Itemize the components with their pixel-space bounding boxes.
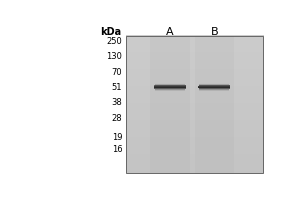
Bar: [199, 89, 230, 90]
Text: 28: 28: [112, 114, 122, 123]
Bar: [155, 90, 185, 91]
Bar: [199, 90, 229, 91]
Text: 130: 130: [106, 52, 122, 61]
Text: kDa: kDa: [100, 27, 121, 37]
Bar: [154, 85, 186, 86]
Bar: [155, 83, 185, 84]
Bar: [198, 86, 230, 87]
Bar: [199, 85, 230, 86]
Bar: [154, 86, 186, 87]
Bar: [198, 87, 230, 88]
Bar: [155, 90, 185, 91]
Bar: [155, 89, 185, 90]
Bar: [154, 87, 186, 88]
Bar: [200, 90, 229, 91]
Bar: [151, 36, 190, 173]
Bar: [199, 85, 230, 86]
Text: B: B: [210, 27, 218, 37]
Text: 16: 16: [112, 145, 122, 154]
Text: 70: 70: [112, 68, 122, 77]
Text: 19: 19: [112, 133, 122, 142]
Text: 250: 250: [106, 37, 122, 46]
Bar: [200, 83, 229, 84]
Bar: [154, 88, 186, 89]
Text: 51: 51: [112, 83, 122, 92]
Text: A: A: [166, 27, 174, 37]
Bar: [199, 84, 229, 85]
Bar: [195, 36, 234, 173]
Bar: [155, 84, 185, 85]
Bar: [126, 36, 263, 173]
Text: 38: 38: [112, 98, 122, 107]
Bar: [199, 88, 230, 89]
Bar: [154, 85, 185, 86]
